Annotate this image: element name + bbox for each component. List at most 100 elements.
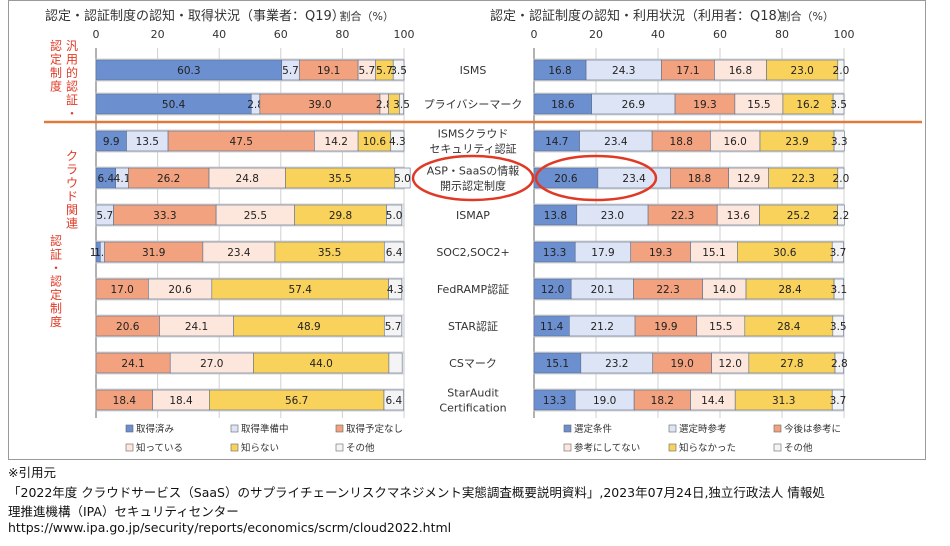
group-label-general: 証 <box>66 93 78 107</box>
left-data-label: 6.4 <box>386 247 403 259</box>
left-data-label: 20.6 <box>168 284 192 296</box>
left-data-label: 35.5 <box>318 247 341 259</box>
group-label-cloud: 制 <box>50 302 62 316</box>
right-tick-label: 100 <box>834 28 855 41</box>
left-data-label: 48.9 <box>297 321 320 333</box>
left-legend-label: 知っている <box>136 442 183 454</box>
category-label: FedRAMP認証 <box>437 282 509 296</box>
right-data-label: 15.1 <box>702 247 725 259</box>
left-bar-segment <box>383 241 405 263</box>
group-label-general: 認 <box>66 79 78 94</box>
left-legend-swatch <box>230 443 239 452</box>
right-legend-label: 参考にしてない <box>574 442 640 454</box>
right-data-label: 18.8 <box>688 173 711 185</box>
right-data-label: 12.9 <box>737 173 760 185</box>
left-legend-label: 知らない <box>241 442 279 454</box>
left-unit-label: 割合（%） <box>340 9 394 23</box>
left-legend-label: 取得準備中 <box>241 423 289 435</box>
right-bar-segment <box>837 167 845 189</box>
category-label: ISMSクラウド <box>438 128 509 141</box>
right-legend-swatch <box>668 424 677 433</box>
right-data-label: 23.4 <box>604 136 628 148</box>
left-data-label: 39.0 <box>308 99 331 111</box>
right-data-label: 21.2 <box>591 321 614 333</box>
right-legend-label: 選定時参考 <box>679 423 727 435</box>
left-tick-label: 20 <box>151 28 165 41</box>
left-data-label: 50.4 <box>162 99 186 111</box>
group-label-general: 用 <box>66 53 78 67</box>
right-data-label: 23.0 <box>601 210 624 222</box>
left-data-label: 4.3 <box>387 284 404 296</box>
group-label-cloud: 認 <box>50 274 62 289</box>
left-bar-segment <box>383 389 404 411</box>
group-label-cloud: ・ <box>50 261 62 275</box>
right-data-label: 23.9 <box>785 136 808 148</box>
group-label-cloud: ド <box>66 190 78 204</box>
left-data-label: 44.0 <box>309 358 332 370</box>
right-chart-title: 認定・認証制度の認知・利用状況（利用者：Q18） <box>490 8 790 24</box>
category-label: STAR認証 <box>448 319 498 333</box>
category-label: 開示認定制度 <box>440 179 506 193</box>
group-label-cloud: ウ <box>66 176 78 190</box>
right-data-label: 19.3 <box>649 247 672 259</box>
left-data-label: 5.7 <box>376 65 393 77</box>
left-legend-swatch <box>230 424 239 433</box>
right-bar-segment <box>831 389 844 411</box>
right-data-label: 20.6 <box>554 173 578 185</box>
left-data-label: 10.6 <box>363 136 387 148</box>
left-data-label: 24.1 <box>185 321 208 333</box>
group-label-general: 汎 <box>66 39 78 53</box>
left-data-label: 18.4 <box>169 395 193 407</box>
left-legend-swatch <box>125 424 134 433</box>
group-label-cloud: ク <box>66 149 78 163</box>
right-data-label: 17.1 <box>676 65 699 77</box>
right-data-label: 16.8 <box>729 65 752 77</box>
right-data-label: 3.3 <box>831 136 848 148</box>
right-data-label: 22.3 <box>656 284 679 296</box>
right-tick-label: 60 <box>713 28 727 41</box>
right-data-label: 16.0 <box>723 136 746 148</box>
left-legend-swatch <box>125 443 134 452</box>
left-data-label: 24.8 <box>236 173 259 185</box>
left-legend-swatch <box>335 424 344 433</box>
right-data-label: 13.6 <box>727 210 751 222</box>
right-data-label: 3.5 <box>830 321 847 333</box>
category-label: ISMS <box>460 64 487 77</box>
right-legend-swatch <box>773 443 782 452</box>
right-legend-swatch <box>773 424 782 433</box>
left-data-label: 5.7 <box>359 65 376 77</box>
left-bar-segment <box>394 167 411 189</box>
right-data-label: 18.2 <box>651 395 674 407</box>
right-data-label: 24.3 <box>612 65 635 77</box>
group-label-cloud: 連 <box>66 217 78 231</box>
left-data-label: 6.4 <box>98 173 115 185</box>
category-label: StarAudit <box>447 387 499 400</box>
right-data-label: 15.5 <box>747 99 770 111</box>
right-data-label: 13.3 <box>543 395 566 407</box>
right-legend-label: その他 <box>784 442 813 454</box>
right-tick-label: 80 <box>775 28 789 41</box>
right-data-label: 3.5 <box>830 99 847 111</box>
right-data-label: 16.2 <box>796 99 819 111</box>
right-data-label: 2.0 <box>833 173 850 185</box>
right-data-label: 27.8 <box>780 358 803 370</box>
right-bar-segment <box>834 352 844 374</box>
right-tick-label: 20 <box>589 28 603 41</box>
left-data-label: 25.5 <box>244 210 267 222</box>
left-data-label: 3.5 <box>393 99 410 111</box>
group-label-general: 的 <box>66 65 78 80</box>
left-tick-label: 100 <box>394 28 415 41</box>
left-chart-title: 認定・認証制度の認知・取得状況（事業者：Q19） <box>45 8 345 24</box>
right-legend-label: 今後は参考に <box>784 423 841 435</box>
left-data-label: 27.0 <box>200 358 223 370</box>
right-data-label: 19.3 <box>693 99 716 111</box>
left-legend-label: 取得済み <box>136 423 174 435</box>
left-bar-segment <box>388 352 403 374</box>
right-data-label: 26.9 <box>622 99 645 111</box>
left-data-label: 47.5 <box>230 136 253 148</box>
category-label: ASP・SaaSの情報 <box>427 165 520 178</box>
left-data-label: 18.4 <box>113 395 137 407</box>
right-data-label: 23.0 <box>790 65 813 77</box>
left-data-label: 56.7 <box>285 395 308 407</box>
group-label-general: 度 <box>50 79 62 94</box>
